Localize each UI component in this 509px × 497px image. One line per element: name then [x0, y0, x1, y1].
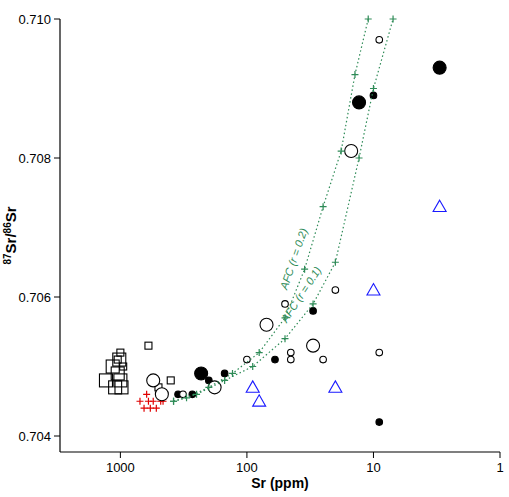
plot-area — [99, 16, 446, 426]
open-circle-point — [180, 391, 187, 398]
afc-curve — [174, 19, 394, 401]
open-circle-point — [260, 318, 273, 331]
annotations: AFC (r = 0.2)AFC (r = 0.1) — [277, 226, 323, 325]
plus-point — [356, 155, 363, 162]
open-circle-point — [376, 37, 383, 44]
y-tick — [54, 297, 60, 298]
plus-point — [141, 405, 148, 412]
square-point — [120, 363, 127, 370]
triangle-point — [433, 200, 446, 211]
plus-point — [370, 85, 377, 92]
plus-point — [282, 335, 289, 342]
filled-circle-point — [433, 61, 446, 74]
plus-point — [150, 398, 157, 405]
plus-point — [320, 203, 327, 210]
plus-point — [390, 16, 397, 23]
plus-point — [170, 398, 177, 405]
y-tick — [54, 19, 60, 20]
triangle-point — [246, 381, 259, 392]
x-tick — [373, 452, 374, 458]
square-point — [167, 377, 174, 384]
open-circle-point — [288, 356, 295, 363]
open-circle-point — [147, 374, 160, 387]
open-circle-point — [320, 356, 327, 363]
plus-point — [256, 349, 263, 356]
plus-point — [301, 266, 308, 273]
open-circle-point — [155, 388, 168, 401]
open-circle-point — [332, 287, 339, 294]
filled-circle-point — [272, 356, 279, 363]
y-axis — [59, 19, 60, 452]
x-axis — [60, 451, 500, 452]
plus-point — [136, 398, 143, 405]
plus-point — [310, 300, 317, 307]
filled-circle-point — [310, 308, 317, 315]
triangle-point — [367, 284, 380, 295]
plus-point — [351, 71, 358, 78]
y-tick — [54, 436, 60, 437]
plus-point — [143, 391, 150, 398]
filled-circle-point — [195, 367, 208, 380]
chart: 1000 100 10 1 0.704 0.706 0.708 0.710 Sr (ppm) 87… — [0, 0, 509, 497]
y-tick-label: 0.704 — [18, 429, 51, 444]
open-circle-point — [244, 356, 251, 363]
y-axis-label: 87Sr/86Sr — [2, 206, 20, 264]
square-point — [114, 356, 121, 363]
x-tick-label: 100 — [236, 460, 258, 475]
triangle-point — [329, 381, 342, 392]
x-tick — [500, 452, 501, 458]
plus-point — [147, 405, 154, 412]
y-axis-label-part: Sr/ — [2, 233, 19, 254]
plus-point — [249, 363, 256, 370]
plus-point — [153, 405, 160, 412]
y-axis-label-part: 87 — [2, 253, 13, 265]
x-tick — [120, 452, 121, 458]
square-point — [117, 349, 124, 356]
filled-circle-point — [370, 92, 377, 99]
afc-curve — [174, 19, 369, 401]
curve-label: AFC (r = 0.1) — [278, 264, 324, 325]
triangle-point — [253, 395, 266, 406]
open-circle-point — [345, 145, 358, 158]
square-point — [145, 342, 152, 349]
x-tick-label: 10 — [366, 460, 380, 475]
y-axis-label-part: Sr — [2, 206, 19, 222]
plus-point — [170, 398, 177, 405]
y-tick-label: 0.710 — [18, 12, 51, 27]
y-axis-label-part: 86 — [2, 222, 13, 234]
filled-circle-point — [376, 419, 383, 426]
y-tick — [54, 158, 60, 159]
x-tick-label: 1 — [496, 460, 503, 475]
x-axis-label: Sr (ppm) — [251, 475, 309, 491]
filled-circle-point — [353, 96, 366, 109]
x-tick-label: 1000 — [106, 460, 135, 475]
y-tick-label: 0.706 — [18, 290, 51, 305]
plus-point — [221, 377, 228, 384]
plus-point — [365, 16, 372, 23]
square-point — [109, 381, 122, 394]
open-circle-point — [307, 339, 320, 352]
filled-circle-point — [221, 370, 228, 377]
plus-point — [332, 259, 339, 266]
open-circle-point — [288, 349, 295, 356]
plus-point — [338, 148, 345, 155]
y-tick-label: 0.708 — [18, 151, 51, 166]
x-tick — [246, 452, 247, 458]
plus-point — [193, 391, 200, 398]
open-circle-point — [376, 349, 383, 356]
